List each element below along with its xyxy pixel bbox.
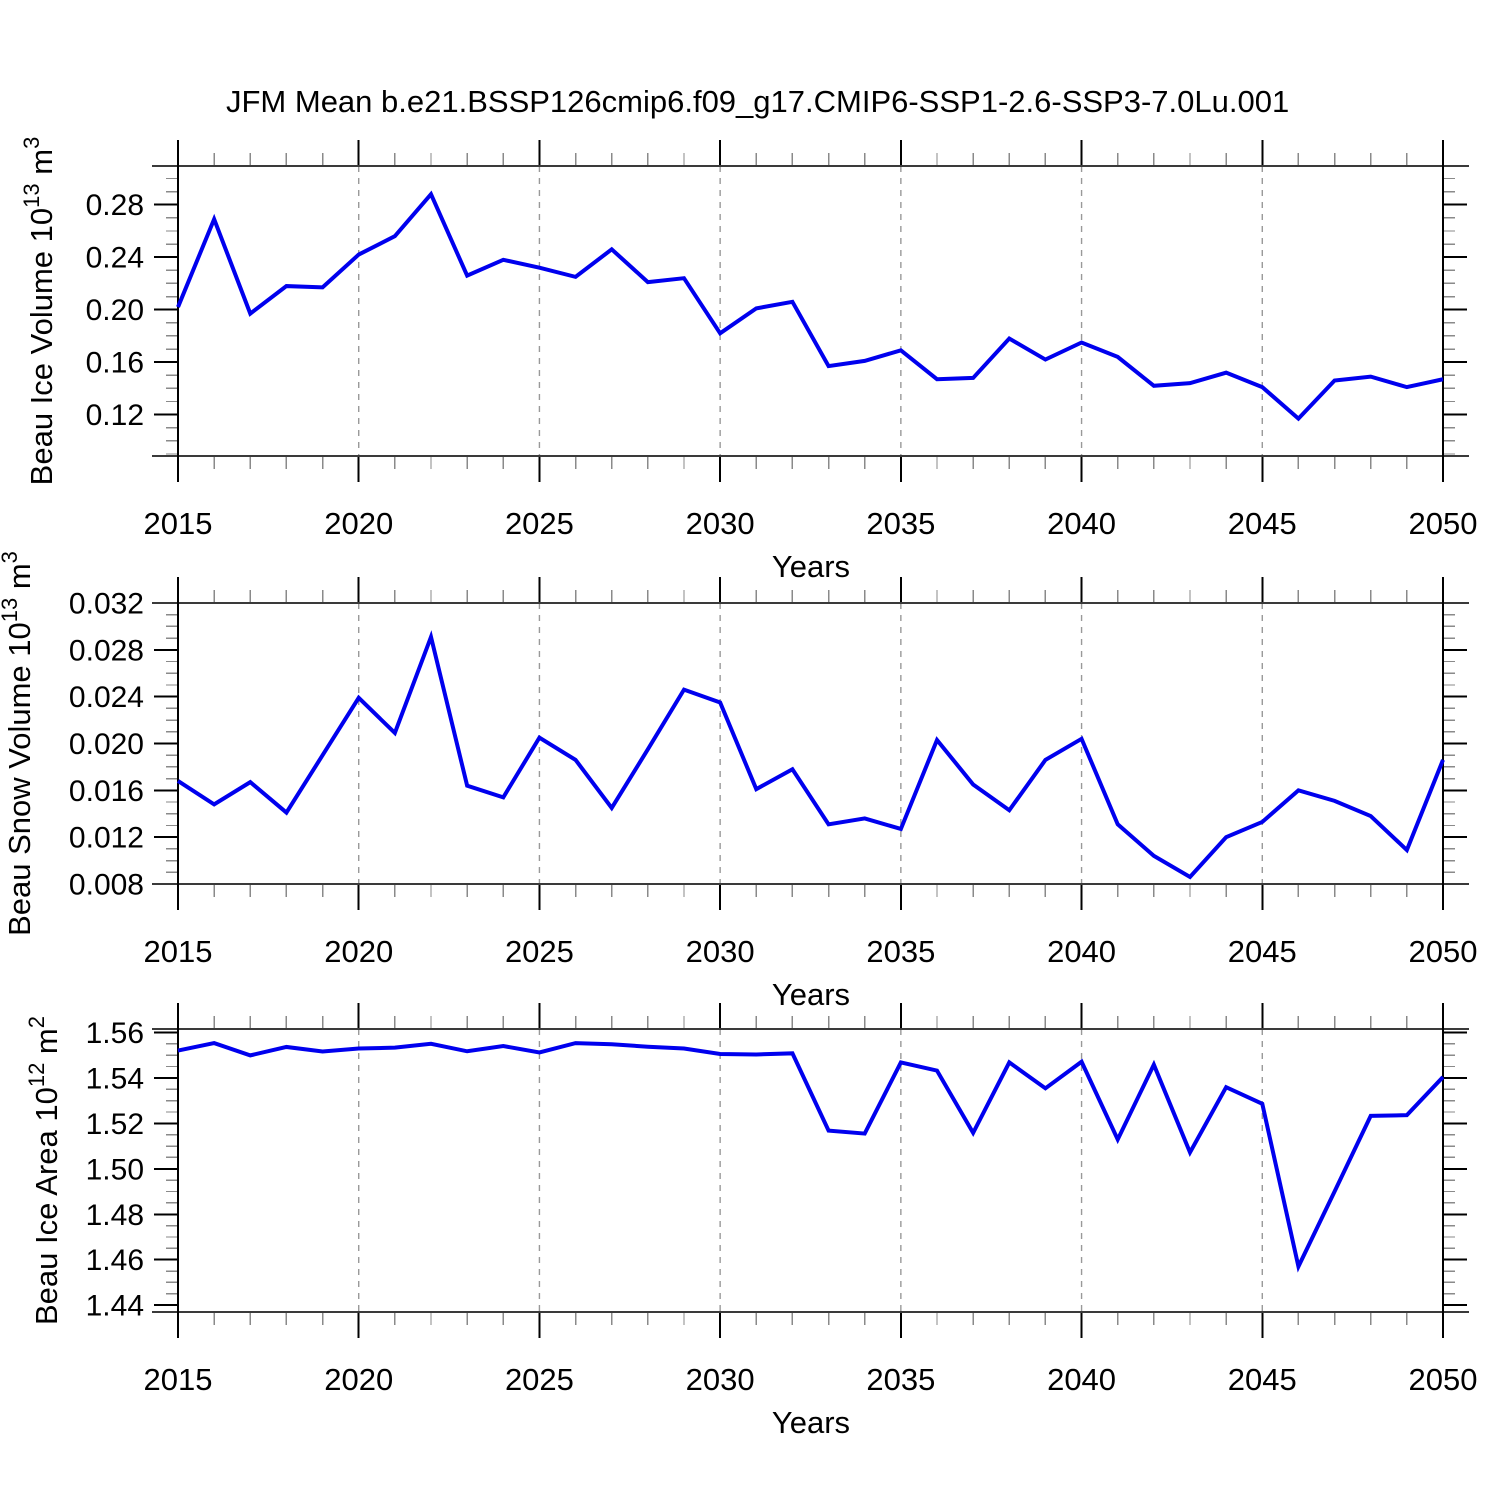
y-axis-title-superscript: 2 <box>24 1016 49 1028</box>
x-tick-label: 2025 <box>505 506 574 541</box>
y-axis-title-superscript: 3 <box>0 551 22 563</box>
x-tick-label: 2050 <box>1409 506 1478 541</box>
y-tick-label: 1.46 <box>86 1244 144 1277</box>
x-tick-label: 2015 <box>144 934 213 969</box>
x-tick-label: 2030 <box>686 934 755 969</box>
y-tick-label: 1.48 <box>86 1199 144 1232</box>
y-axis-title-segment: Beau Ice Volume 10 <box>24 208 59 485</box>
x-tick-label: 2050 <box>1409 1362 1478 1397</box>
y-tick-label: 1.54 <box>86 1062 144 1095</box>
chart-title: JFM Mean b.e21.BSSP126cmip6.f09_g17.CMIP… <box>226 84 1290 119</box>
x-tick-label: 2045 <box>1228 506 1297 541</box>
x-tick-label: 2040 <box>1047 934 1116 969</box>
y-tick-label: 1.44 <box>86 1290 144 1323</box>
x-tick-label: 2030 <box>686 1362 755 1397</box>
y-axis-title-superscript: 13 <box>0 598 22 622</box>
x-tick-label: 2035 <box>866 1362 935 1397</box>
y-axis-title-segment: m <box>2 563 37 597</box>
x-tick-label: 2045 <box>1228 934 1297 969</box>
x-tick-label: 2040 <box>1047 1362 1116 1397</box>
x-tick-label: 2040 <box>1047 506 1116 541</box>
beau-ice-area-panel: 1.44 1.46 1.48 1.50 1.52 1.54 1.56 2015 2020 2025… <box>24 1003 1477 1440</box>
x-axis-title: Years <box>772 1405 850 1440</box>
y-tick-label: 1.52 <box>86 1108 144 1141</box>
y-tick-label: 0.28 <box>86 189 144 222</box>
x-tick-label: 2045 <box>1228 1362 1297 1397</box>
y-tick-label: 0.12 <box>86 399 144 432</box>
x-tick-label: 2035 <box>866 934 935 969</box>
beau-snow-volume-panel: 0.008 0.012 0.016 0.020 0.024 0.028 0.032 2015 2… <box>0 551 1477 1012</box>
y-tick-label: 0.008 <box>69 869 144 902</box>
y-tick-label: 0.016 <box>69 775 144 808</box>
beau-snow-volume-axes <box>152 577 1469 910</box>
y-axis-title-segment: m <box>29 1028 64 1062</box>
y-tick-label: 0.20 <box>86 294 144 327</box>
x-tick-label: 2025 <box>505 934 574 969</box>
beau-ice-area-axes <box>152 1003 1469 1338</box>
y-tick-label: 0.032 <box>69 588 144 621</box>
beau-ice-volume-series-line <box>176 190 1444 422</box>
y-tick-label: 1.56 <box>86 1017 144 1050</box>
y-axis-title-segment: m <box>24 149 59 183</box>
x-tick-label: 2020 <box>324 934 393 969</box>
y-tick-label: 0.020 <box>69 728 144 761</box>
y-axis-title: Beau Ice Area 1012 m2 <box>24 1016 64 1325</box>
x-tick-label: 2020 <box>324 1362 393 1397</box>
y-axis-title: Beau Snow Volume 1013 m3 <box>0 551 37 936</box>
y-axis-title-segment: Beau Snow Volume 10 <box>2 622 37 936</box>
y-tick-label: 0.24 <box>86 242 144 275</box>
x-tick-label: 2025 <box>505 1362 574 1397</box>
x-tick-label: 2030 <box>686 506 755 541</box>
x-tick-label: 2050 <box>1409 934 1478 969</box>
x-tick-label: 2015 <box>144 1362 213 1397</box>
beau-ice-volume-axes <box>152 140 1469 482</box>
x-tick-label: 2035 <box>866 506 935 541</box>
y-axis-title-superscript: 3 <box>19 137 44 149</box>
y-tick-label: 0.024 <box>69 681 144 714</box>
y-axis-title-segment: Beau Ice Area 10 <box>29 1087 64 1325</box>
beau-snow-volume-series-line <box>176 630 1445 880</box>
x-axis-title: Years <box>772 977 850 1012</box>
x-axis-title: Years <box>772 549 850 584</box>
beau-ice-area-series-line <box>177 1041 1445 1273</box>
y-tick-label: 0.012 <box>69 822 144 855</box>
x-tick-label: 2020 <box>324 506 393 541</box>
x-tick-label: 2015 <box>144 506 213 541</box>
y-axis-title-superscript: 13 <box>19 183 44 207</box>
y-tick-label: 0.028 <box>69 634 144 667</box>
y-axis-title: Beau Ice Volume 1013 m3 <box>19 137 59 486</box>
y-tick-label: 1.50 <box>86 1153 144 1186</box>
beau-ice-volume-panel: 0.12 0.16 0.20 0.24 0.28 2015 2020 2025 2030 2035… <box>19 137 1477 584</box>
y-tick-label: 0.16 <box>86 347 144 380</box>
y-axis-title-superscript: 12 <box>24 1063 49 1087</box>
